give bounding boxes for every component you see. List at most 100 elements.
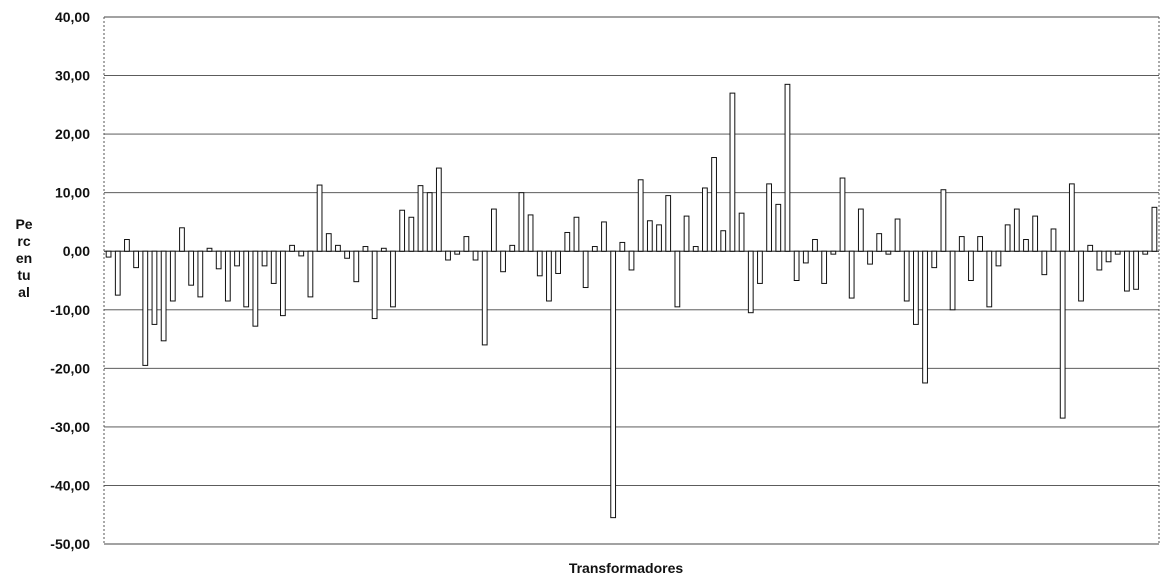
y-tick-label: 40,00 [55, 9, 90, 25]
bar [289, 244, 295, 252]
bar [344, 250, 350, 259]
bar [757, 250, 763, 284]
bar [463, 236, 470, 252]
bar [646, 220, 653, 252]
bar [454, 250, 461, 255]
y-axis-title-line: al [18, 284, 30, 300]
bar [839, 177, 846, 252]
y-tick-label: -50,00 [50, 536, 90, 552]
grid-lines [104, 16, 1159, 545]
bar [527, 214, 534, 252]
bar [1004, 224, 1011, 252]
bar [1124, 250, 1130, 292]
bar [445, 250, 451, 261]
bar [261, 250, 268, 267]
bar [435, 167, 442, 252]
bar [573, 216, 580, 252]
bar [325, 233, 332, 252]
bar [1151, 206, 1158, 252]
y-tick-label: 20,00 [55, 126, 90, 142]
bar [656, 224, 662, 252]
bar [224, 250, 231, 302]
bar [692, 246, 699, 252]
bar [738, 212, 745, 252]
bar [903, 250, 910, 302]
bar [1068, 183, 1075, 252]
bar [940, 189, 947, 252]
y-axis-title-line: tu [17, 267, 30, 283]
bar [683, 215, 690, 252]
bar [1114, 250, 1121, 255]
bar [995, 250, 1002, 267]
y-tick-label: -10,00 [50, 302, 90, 318]
bar [610, 250, 617, 519]
bar [481, 250, 488, 346]
bar [867, 250, 873, 265]
bar [885, 250, 892, 255]
bar [711, 157, 717, 252]
bar [362, 246, 369, 252]
bar [601, 221, 607, 252]
bar [536, 250, 543, 277]
bar [1032, 215, 1039, 252]
bar [1087, 244, 1094, 252]
bar [766, 183, 772, 252]
y-tick-label: 10,00 [55, 185, 90, 201]
bar [894, 218, 901, 252]
bar [1050, 228, 1057, 252]
bar [243, 250, 250, 308]
bar [142, 250, 149, 366]
y-tick-label: 0,00 [63, 243, 90, 259]
bar [472, 250, 479, 261]
bar [1041, 250, 1048, 276]
bar [353, 250, 360, 283]
bar [114, 250, 121, 296]
bar [830, 250, 837, 255]
bar [1023, 239, 1029, 252]
bar [335, 244, 341, 252]
bar [234, 250, 240, 267]
y-tick-label: -30,00 [50, 419, 90, 435]
y-tick-label: 30,00 [55, 68, 90, 84]
bar [637, 179, 644, 252]
bar [252, 250, 259, 327]
bar [968, 250, 974, 282]
bar [582, 250, 589, 289]
bars [105, 83, 1158, 519]
bar [546, 250, 552, 302]
bar [124, 239, 130, 252]
x-axis-title: Transformadores [569, 560, 684, 576]
y-axis-title-line: rc [17, 233, 30, 249]
bar [316, 184, 323, 252]
bar [307, 250, 314, 298]
bar [1078, 250, 1084, 302]
bar [793, 250, 800, 282]
bar [729, 92, 736, 252]
y-axis-title-line: en [16, 250, 32, 266]
bar [509, 244, 516, 252]
bar [417, 185, 424, 252]
bar [151, 250, 158, 325]
y-tick-label: -20,00 [50, 360, 90, 376]
bar [408, 216, 415, 252]
bar [380, 247, 387, 252]
bar [958, 236, 965, 252]
bar [931, 250, 938, 269]
bar [876, 233, 883, 252]
bar [913, 250, 919, 325]
bar [857, 208, 864, 252]
bar [270, 250, 277, 284]
y-tick-labels: 40,00 30,00 20,00 10,00 0,00 -10,00 -20,00 -30,… [50, 9, 90, 552]
bar [105, 250, 112, 258]
bar [1133, 250, 1139, 290]
bar [206, 247, 213, 252]
bar [747, 250, 754, 314]
bar [802, 250, 809, 264]
bar [922, 250, 928, 384]
bar [674, 250, 681, 308]
bar [665, 195, 672, 252]
bar [491, 208, 497, 252]
bar [1096, 250, 1103, 271]
bar [197, 250, 204, 298]
